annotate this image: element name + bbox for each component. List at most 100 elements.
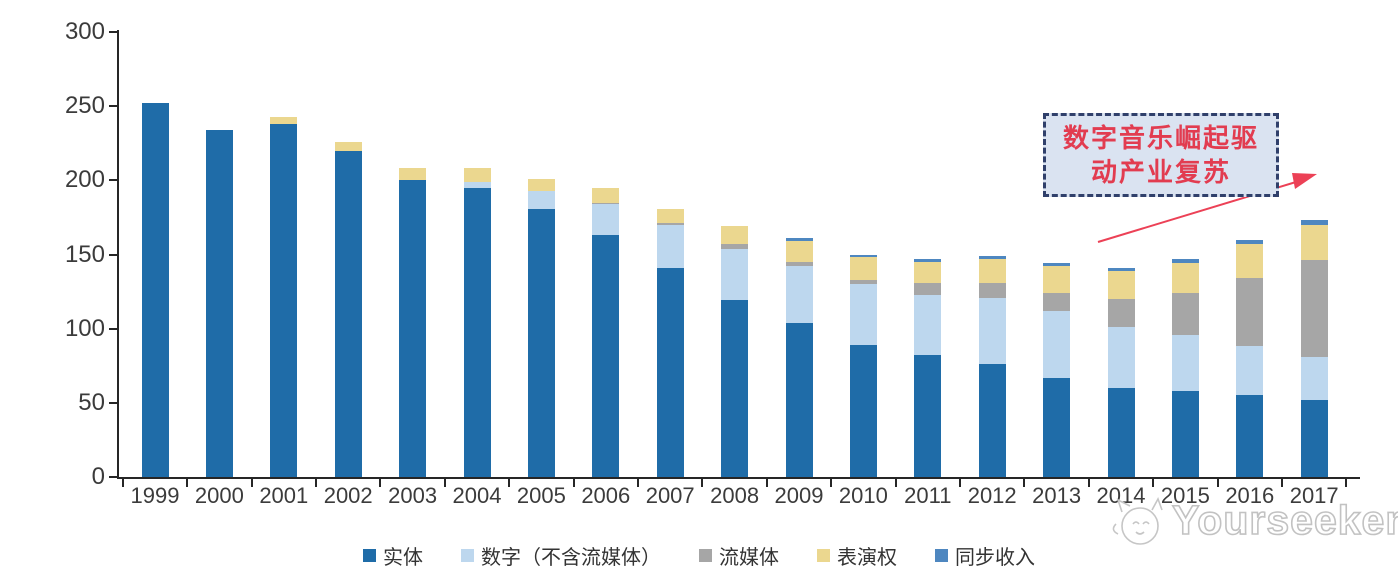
bar-segment-2003-series3 [399, 168, 427, 181]
bar-segment-2015-series0 [1171, 390, 1199, 477]
bar-segment-2012-series3 [978, 258, 1006, 283]
x-axis-label: 2009 [774, 483, 824, 508]
bar-segment-2006-series2 [592, 202, 620, 205]
bar-segment-2007-series0 [656, 267, 684, 477]
y-axis-tick [109, 401, 118, 404]
legend-label: 实体 [383, 547, 423, 569]
x-axis-label: 2014 [1096, 483, 1146, 508]
bar-segment-2015-series4 [1171, 258, 1199, 264]
x-axis-label: 1999 [130, 483, 180, 508]
bar-segment-2017-series4 [1300, 220, 1328, 225]
x-axis-tick [315, 479, 317, 487]
bar-segment-2006-series3 [592, 187, 620, 203]
bar-segment-2008-series0 [721, 300, 749, 477]
bar-segment-2003-series0 [399, 180, 427, 477]
y-axis-label: 0 [91, 463, 105, 490]
bar-segment-2001-series0 [270, 123, 298, 477]
bar-segment-2014-series0 [1107, 388, 1135, 477]
bar-segment-2011-series4 [914, 258, 942, 262]
bar-segment-2009-series3 [785, 241, 813, 262]
bar-segment-2016-series0 [1236, 395, 1264, 477]
y-axis-line [117, 30, 119, 479]
bar-segment-2017-series1 [1300, 356, 1328, 400]
legend-item-1: 数字（不含流媒体） [461, 541, 661, 570]
y-axis-label: 250 [64, 92, 105, 120]
x-axis-tick [1345, 479, 1348, 487]
bar-segment-2014-series4 [1107, 267, 1135, 271]
x-axis-tick [830, 479, 833, 487]
x-axis-tick [1023, 479, 1026, 487]
x-axis-tick [1281, 479, 1283, 487]
y-axis-tick [109, 105, 118, 108]
y-axis-tick [109, 31, 118, 33]
x-axis-label: 2010 [838, 483, 888, 508]
legend-label: 流媒体 [719, 547, 779, 569]
x-axis-tick [250, 479, 253, 487]
y-axis-label: 150 [64, 240, 105, 268]
x-axis-label: 2003 [388, 483, 438, 508]
y-axis-tick [109, 179, 118, 182]
x-axis-label: 2012 [967, 483, 1017, 508]
bar-segment-2008-series1 [721, 248, 749, 301]
x-axis-tick [765, 479, 768, 487]
legend-swatch [935, 549, 948, 562]
legend: 实体 数字（不含流媒体） 流媒体 表演权 同步收入 [0, 541, 1398, 570]
annotation-text-line2: 动产业复苏 [1090, 157, 1231, 187]
bar-segment-2014-series2 [1107, 299, 1135, 328]
bar-segment-2014-series3 [1107, 270, 1135, 299]
bar-segment-2006-series0 [592, 235, 620, 477]
bar-segment-2015-series2 [1171, 293, 1199, 335]
x-axis-label: 2011 [904, 483, 952, 508]
x-axis-tick [701, 479, 704, 487]
legend-swatch [363, 549, 376, 562]
bar-segment-2012-series4 [978, 255, 1006, 259]
bar-segment-2004-series1 [463, 181, 491, 188]
x-axis-label: 2017 [1289, 483, 1339, 508]
bar-segment-2017-series2 [1300, 260, 1328, 357]
bar-segment-2016-series4 [1236, 239, 1264, 245]
cat-logo-icon [1112, 497, 1163, 545]
bar-segment-2010-series2 [849, 279, 877, 285]
annotation-text-line1: 数字音乐崛起驱 [1062, 123, 1259, 153]
y-axis-label: 50 [78, 388, 105, 416]
bar-segment-2004-series0 [463, 187, 491, 477]
bar-segment-2012-series0 [978, 364, 1006, 477]
y-axis-tick [109, 253, 118, 256]
bar-segment-2010-series3 [849, 257, 877, 280]
y-axis-label: 200 [64, 166, 105, 194]
y-axis-tick [109, 476, 118, 478]
x-axis-tick [443, 479, 446, 487]
x-axis-tick [1087, 479, 1090, 487]
bar-segment-2016-series3 [1236, 244, 1264, 279]
x-axis-tick [959, 479, 961, 487]
bar-segment-2014-series1 [1107, 327, 1135, 388]
x-axis-label: 2008 [710, 483, 760, 508]
bar-segment-2009-series2 [785, 261, 813, 267]
bar-segment-2008-series2 [721, 244, 749, 249]
bar-segment-2012-series1 [978, 297, 1006, 365]
bar-segment-2015-series3 [1171, 263, 1199, 294]
y-axis-label: 100 [64, 314, 105, 342]
legend-swatch [461, 549, 474, 562]
y-axis-tick [109, 327, 118, 330]
x-axis-line [117, 477, 1360, 479]
bar-segment-2013-series3 [1043, 266, 1071, 294]
legend-swatch [699, 549, 712, 562]
legend-item-4: 同步收入 [935, 541, 1035, 570]
x-axis-tick [508, 479, 511, 487]
watermark-text: Yourseeker [1171, 496, 1398, 544]
bar-segment-2009-series1 [785, 266, 813, 323]
bar-segment-2007-series3 [656, 208, 684, 224]
bar-segment-2012-series2 [978, 282, 1006, 298]
x-axis-tick [379, 479, 382, 487]
x-axis-tick [894, 479, 897, 487]
x-axis-label: 2002 [323, 483, 373, 508]
y-axis-label: 300 [64, 18, 105, 45]
x-axis-tick [1216, 479, 1219, 487]
bar-segment-2013-series1 [1043, 310, 1071, 378]
bar-segment-2007-series2 [656, 223, 684, 225]
x-axis-label: 2016 [1225, 483, 1275, 508]
bar-segment-2000-series0 [205, 129, 233, 477]
x-axis-tick [1152, 479, 1155, 487]
